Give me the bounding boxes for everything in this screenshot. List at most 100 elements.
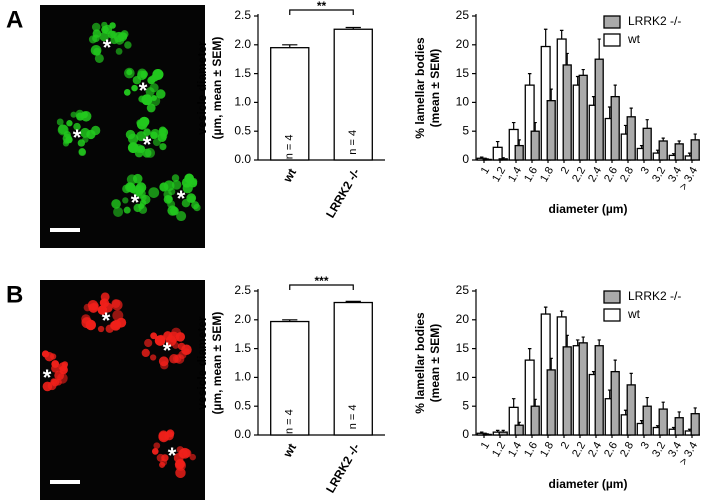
bar bbox=[333, 28, 373, 161]
vesicle bbox=[122, 197, 128, 203]
x-axis-label: diameter (µm) bbox=[549, 202, 628, 216]
bar bbox=[530, 130, 540, 161]
x-tick-label: 1.6 bbox=[522, 440, 540, 459]
legend-label: LRRK2 -/- bbox=[628, 14, 681, 28]
y-axis-label: % lamellar bodies bbox=[413, 37, 427, 139]
y-tick-label: 20 bbox=[456, 312, 470, 326]
y-tick-label: 0 bbox=[462, 427, 469, 441]
bar bbox=[626, 116, 636, 161]
bar bbox=[546, 369, 556, 436]
vesicle bbox=[124, 89, 131, 96]
error-bar bbox=[511, 121, 516, 130]
vesicle bbox=[112, 320, 121, 329]
vesicle bbox=[71, 112, 77, 118]
error-bar bbox=[527, 348, 532, 361]
vesicle bbox=[177, 462, 184, 469]
bar bbox=[674, 143, 684, 161]
vesicle bbox=[122, 184, 131, 193]
x-tick-label: 1.2 bbox=[490, 165, 508, 184]
vesicle bbox=[193, 204, 200, 211]
vesicle bbox=[128, 134, 138, 144]
vesicle bbox=[95, 54, 104, 63]
y-tick-label: 0.5 bbox=[234, 123, 251, 137]
vesicle bbox=[91, 302, 99, 310]
bar bbox=[578, 74, 588, 161]
vesicle bbox=[178, 343, 185, 350]
vesicle bbox=[92, 23, 101, 32]
error-bar bbox=[629, 107, 633, 117]
x-tick-label: 2.8 bbox=[618, 165, 636, 184]
y-tick-label: 2.5 bbox=[234, 283, 251, 297]
vesicle bbox=[124, 41, 131, 48]
x-tick-label: 2.2 bbox=[570, 165, 588, 184]
y-tick-label: 15 bbox=[456, 66, 470, 80]
bar bbox=[562, 346, 572, 436]
error-bar bbox=[565, 52, 569, 65]
bar bbox=[674, 417, 684, 436]
vesicle bbox=[150, 354, 156, 360]
vesicle bbox=[159, 127, 167, 135]
vesicle bbox=[141, 94, 152, 105]
error-bar bbox=[282, 44, 298, 48]
vesicle bbox=[124, 68, 135, 79]
vesicle bbox=[124, 207, 131, 214]
error-bar bbox=[543, 306, 548, 315]
vesicle bbox=[158, 133, 167, 142]
vesicle bbox=[144, 339, 152, 347]
vesicle bbox=[112, 300, 123, 311]
bar bbox=[658, 408, 668, 436]
vesicle bbox=[143, 128, 151, 136]
bar bbox=[642, 405, 652, 436]
vesicle bbox=[65, 136, 72, 143]
error-bar bbox=[345, 26, 361, 30]
image-mark: * bbox=[102, 308, 111, 333]
vesicle bbox=[131, 85, 138, 92]
vesicle bbox=[106, 325, 114, 333]
error-bar bbox=[527, 73, 532, 86]
vesicle bbox=[172, 180, 182, 190]
error-bar bbox=[501, 157, 505, 159]
bar bbox=[492, 146, 503, 161]
vesicle bbox=[113, 207, 123, 217]
vesicle bbox=[142, 149, 151, 158]
y-tick-label: 15 bbox=[456, 341, 470, 355]
x-tick-label: 1.6 bbox=[522, 165, 540, 184]
bar bbox=[333, 301, 373, 436]
error-bar bbox=[597, 38, 601, 60]
y-axis-label: (µm, mean ± SEM) bbox=[210, 37, 224, 140]
bar bbox=[658, 140, 668, 161]
error-bar bbox=[282, 319, 298, 322]
y-axis-label: % lamellar bodies bbox=[413, 312, 427, 414]
image-mark: * bbox=[43, 365, 52, 390]
vesicle bbox=[101, 22, 107, 28]
bar bbox=[562, 64, 572, 161]
x-tick-label: 2.4 bbox=[586, 165, 604, 184]
vesicle bbox=[190, 178, 197, 185]
error-bar bbox=[479, 431, 484, 434]
vesicle bbox=[76, 112, 84, 120]
image-mark: * bbox=[73, 125, 82, 150]
vesicle bbox=[174, 453, 184, 463]
legend-label: LRRK2 -/- bbox=[628, 289, 681, 303]
x-tick-label: 1.2 bbox=[490, 440, 508, 459]
error-bar bbox=[517, 421, 521, 426]
vesicle bbox=[150, 132, 158, 140]
n-label: n = 4 bbox=[284, 409, 296, 434]
x-axis-label: diameter (µm) bbox=[549, 477, 628, 491]
vesicle bbox=[146, 87, 155, 96]
micrograph bbox=[40, 5, 205, 248]
vesicle bbox=[133, 76, 141, 84]
x-tick-label: 2.2 bbox=[570, 440, 588, 459]
error-bar bbox=[501, 429, 505, 433]
vesicle bbox=[159, 462, 165, 468]
vesicle bbox=[116, 48, 123, 55]
y-tick-label: 2.5 bbox=[234, 8, 251, 22]
x-tick-label: 3 bbox=[639, 165, 652, 176]
error-bar bbox=[485, 433, 489, 435]
significance: ** bbox=[317, 0, 327, 13]
bar bbox=[578, 342, 588, 436]
n-label: n = 4 bbox=[284, 135, 296, 160]
vesicle bbox=[134, 144, 143, 153]
vesicle bbox=[57, 119, 64, 126]
error-bar bbox=[613, 359, 617, 372]
